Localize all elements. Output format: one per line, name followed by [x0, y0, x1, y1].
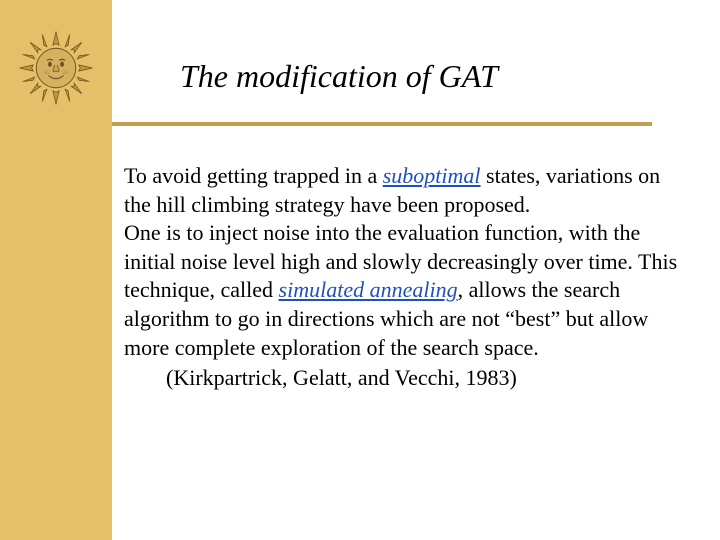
p1-text-a: To avoid getting trapped in a — [124, 163, 383, 188]
highlight-suboptimal: suboptimal — [383, 163, 481, 188]
citation: (Kirkpartrick, Gelatt, and Vecchi, 1983) — [124, 364, 684, 393]
highlight-simulated-annealing: simulated annealing — [279, 277, 458, 302]
body-content: To avoid getting trapped in a suboptimal… — [124, 162, 684, 393]
left-sidebar — [0, 0, 112, 540]
title-divider — [112, 122, 652, 126]
slide-title: The modification of GAT — [180, 58, 498, 95]
paragraph-1: To avoid getting trapped in a suboptimal… — [124, 162, 684, 219]
sun-face-icon — [18, 30, 94, 106]
paragraph-2: One is to inject noise into the evaluati… — [124, 219, 684, 362]
